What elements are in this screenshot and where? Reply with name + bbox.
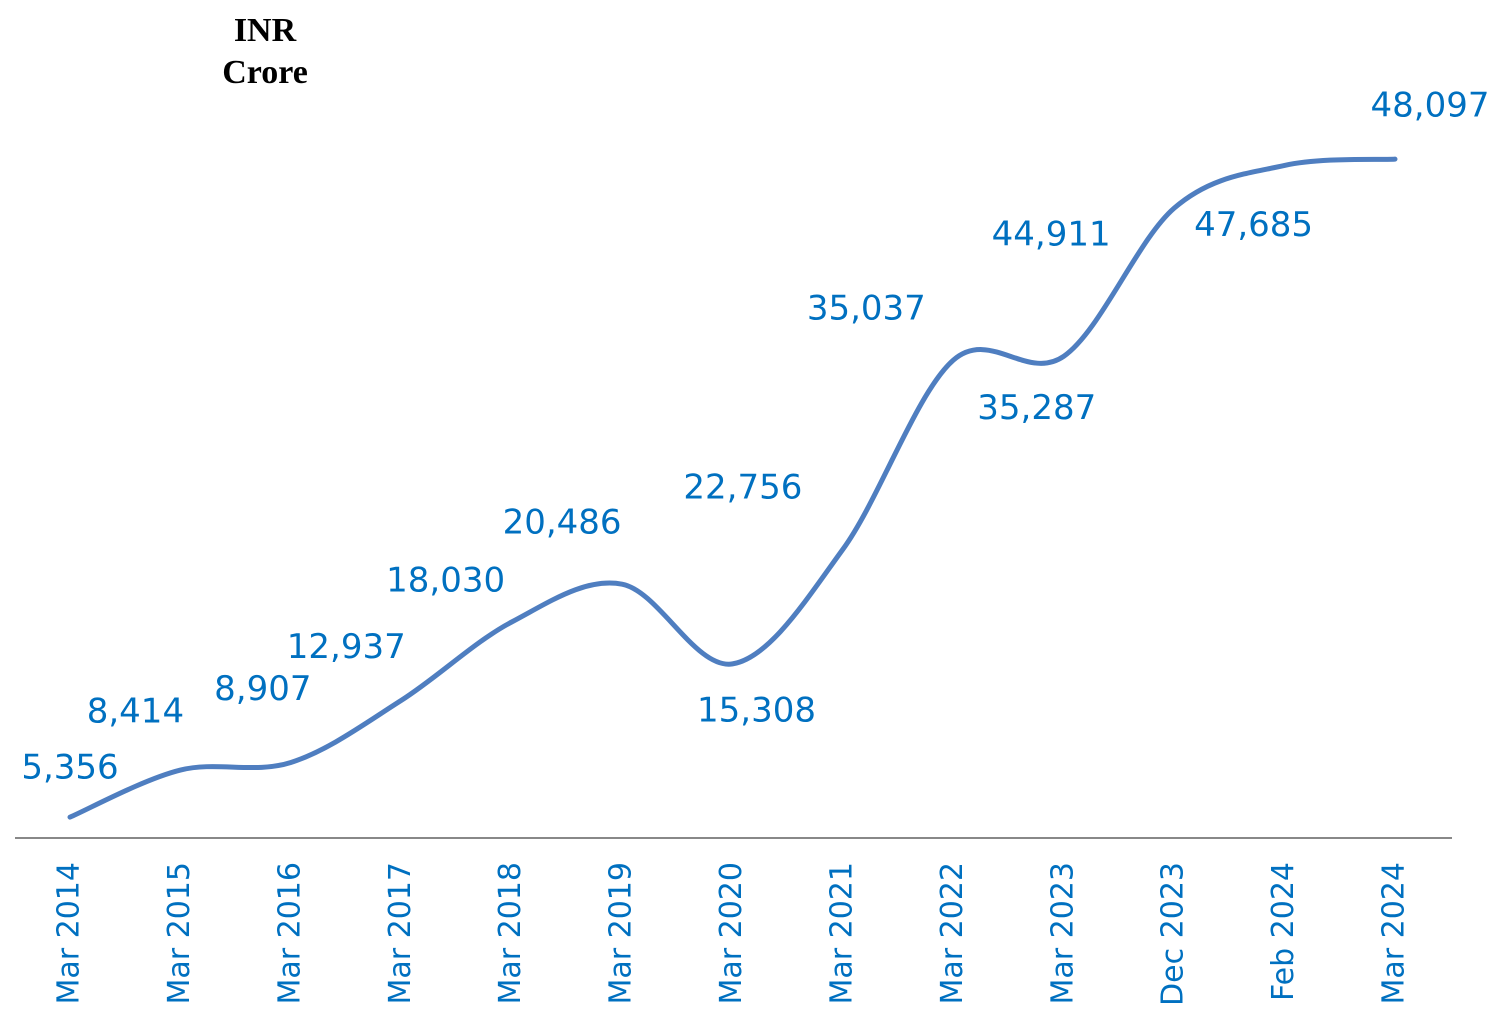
data-label: 5,356 [21, 748, 118, 788]
data-label: 47,685 [1194, 205, 1313, 245]
data-label: 12,937 [287, 627, 406, 667]
x-tick-label: Dec 2023 [1156, 862, 1191, 1006]
data-label: 48,097 [1371, 86, 1490, 126]
chart-title: INR Crore [222, 12, 308, 91]
x-tick-label: Mar 2018 [493, 862, 528, 1005]
x-tick-label: Mar 2023 [1045, 862, 1080, 1005]
data-label: 22,756 [683, 468, 802, 508]
x-tick-label: Mar 2015 [162, 862, 197, 1005]
x-tick-label: Mar 2024 [1377, 862, 1412, 1005]
data-label: 8,907 [214, 669, 311, 709]
x-tick-label: Mar 2017 [383, 862, 418, 1005]
line [67, 156, 1398, 820]
data-label: 35,037 [807, 289, 926, 329]
x-tick-label: Mar 2014 [52, 862, 87, 1005]
data-label: 18,030 [386, 560, 505, 600]
data-label: 8,414 [87, 692, 184, 732]
x-tick-label: Feb 2024 [1266, 862, 1301, 1001]
data-label: 44,911 [992, 215, 1111, 255]
x-tick-label: Mar 2019 [604, 862, 639, 1005]
data-label: 20,486 [503, 503, 622, 543]
data-label: 15,308 [697, 690, 816, 730]
x-tick-label: Mar 2020 [714, 862, 749, 1005]
x-tick-label: Mar 2022 [935, 862, 970, 1005]
x-tick-label: Mar 2021 [824, 862, 859, 1005]
data-label: 35,287 [977, 388, 1096, 428]
x-tick-label: Mar 2016 [272, 862, 307, 1005]
